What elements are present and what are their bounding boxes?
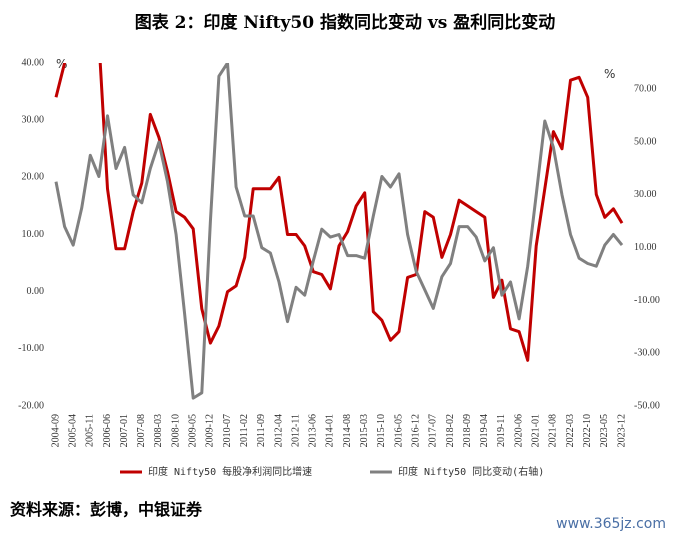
y-tick-label: -10.00: [18, 343, 44, 354]
x-tick-label: 2022-03: [565, 414, 576, 447]
x-tick-label: 2008-03: [153, 414, 164, 447]
x-tick-label: 2008-10: [170, 414, 181, 447]
x-tick-label: 2018-02: [445, 414, 456, 447]
x-tick-label: 2009-12: [205, 414, 216, 447]
x-tick-label: 2012-11: [290, 414, 301, 447]
x-tick-label: 2021-01: [531, 414, 542, 447]
x-tick-label: 2009-05: [188, 414, 199, 447]
source: 资料来源：彭博，中银证券: [10, 500, 203, 519]
x-tick-label: 2023-05: [599, 414, 610, 447]
x-tick-label: 2011-09: [256, 414, 267, 447]
y2-unit: %: [604, 67, 615, 81]
x-tick-label: 2010-07: [222, 414, 233, 447]
y-tick-label: 40.00: [22, 57, 45, 68]
watermark: www.365jz.com: [556, 516, 666, 532]
y-tick-label: 10.00: [22, 229, 45, 240]
x-tick-label: 2022-10: [582, 414, 593, 447]
x-tick-label: 2007-08: [136, 414, 147, 447]
y-tick-label: 30.00: [22, 114, 45, 125]
legend-label: 印度 Nifty50 同比变动(右轴): [398, 465, 544, 478]
y2-tick-label: 50.00: [634, 136, 657, 147]
y2-tick-label: 10.00: [634, 242, 657, 253]
x-tick-label: 2006-06: [102, 414, 113, 447]
x-tick-label: 2016-12: [410, 414, 421, 447]
y-tick-label: 0.00: [27, 286, 45, 297]
y-tick-label: 20.00: [22, 172, 45, 183]
y2-tick-label: -10.00: [634, 295, 660, 306]
x-tick-label: 2016-05: [393, 414, 404, 447]
chart-title: 图表 2：印度 Nifty50 指数同比变动 vs 盈利同比变动: [135, 12, 556, 33]
plot-area: [54, 63, 624, 400]
y2-tick-label: 70.00: [634, 84, 657, 95]
legend-label: 印度 Nifty50 每股净利润同比增速: [148, 465, 312, 478]
y-unit: %: [56, 57, 67, 71]
x-tick-label: 2019-04: [479, 414, 490, 447]
x-tick-label: 2020-06: [513, 414, 524, 447]
x-tick-label: 2005-04: [67, 414, 78, 447]
series-line: [54, 63, 624, 362]
y2-tick-label: 30.00: [634, 189, 657, 200]
x-tick-label: 2005-11: [85, 414, 96, 447]
x-tick-label: 2019-11: [496, 414, 507, 447]
x-tick-label: 2015-03: [359, 414, 370, 447]
x-tick-label: 2021-08: [548, 414, 559, 447]
y2-tick-label: -50.00: [634, 400, 660, 411]
y-tick-label: -20.00: [18, 400, 44, 411]
x-tick-label: 2014-08: [342, 414, 353, 447]
x-tick-label: 2017-07: [428, 414, 439, 447]
x-tick-label: 2015-10: [376, 414, 387, 447]
y2-tick-label: -30.00: [634, 348, 660, 359]
x-tick-label: 2023-12: [616, 414, 627, 447]
x-tick-label: 2013-06: [308, 414, 319, 447]
x-tick-label: 2011-02: [239, 414, 250, 447]
x-tick-label: 2004-09: [50, 414, 61, 447]
x-tick-label: 2007-01: [119, 414, 130, 447]
x-tick-label: 2018-09: [462, 414, 473, 447]
series-line: [54, 63, 624, 400]
x-tick-label: 2014-01: [325, 414, 336, 447]
x-tick-label: 2012-04: [273, 414, 284, 447]
